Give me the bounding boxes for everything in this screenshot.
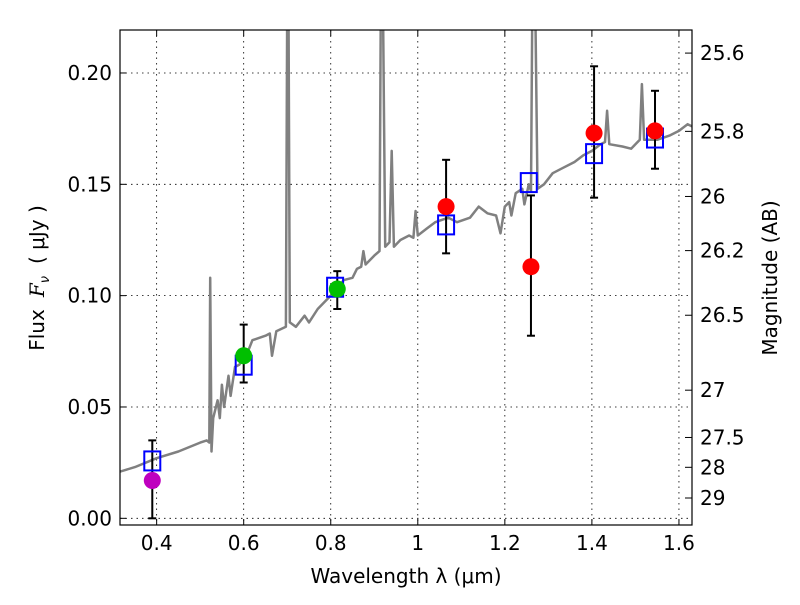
y2-tick-label: 26 [700,184,725,208]
observed-flux-point-nir [585,124,603,142]
y2-tick-label: 27.5 [700,425,745,449]
y-tick-label: 0.00 [67,506,112,530]
x-tick-label: 0.4 [141,531,173,555]
model-photometry-square [585,143,604,165]
y-tick-label: 0.15 [67,172,112,196]
y2-tick-label: 26.2 [700,239,745,263]
y-label-nu: ν [38,276,53,283]
y-label-F: F [25,282,49,298]
y-label-flux: Flux [25,309,49,351]
y2-tick-label: 27 [700,378,725,402]
y2-tick-label: 25.6 [700,41,745,65]
observed-flux-point-nir [437,198,455,216]
svg-text:FluxFν( μJy ): Flux Fν ( μJy ) [25,205,53,351]
y2-tick-label: 25.8 [700,119,745,143]
y2-tick-label: 26.5 [700,303,745,327]
observed-flux-point-uv [143,471,161,489]
x-tick-label: 1.6 [663,531,695,555]
x-tick-label: 1.2 [489,531,521,555]
observed-flux-point-optical [235,347,253,365]
ticks: 0.4 0.6 0.8 1 1.2 1.4 1.6 0.00 0.05 0.10 0.15 0.20 2… [67,30,745,555]
model-photometry-square [519,172,538,194]
x-tick-label: 1 [411,531,424,555]
model-spectrum-line [120,30,692,473]
x-tick-label: 1.4 [576,531,608,555]
y-label-unit: ( μJy ) [25,205,49,264]
y2-axis-label: Magnitude (AB) [758,200,782,355]
x-axis-label: Wavelength λ (μm) [310,564,501,588]
axes-frame [119,29,693,526]
model-photometry-square [437,214,456,236]
observed-flux-point-nir [646,122,664,140]
observed-flux-point-optical [328,280,346,298]
y2-tick-label: 29 [700,486,725,510]
y-tick-label: 0.05 [67,395,112,419]
y-tick-label: 0.20 [67,61,112,85]
y-tick-label: 0.10 [67,284,112,308]
x-tick-label: 0.8 [315,531,347,555]
y-axis-label: Flux Fν ( μJy ) [25,205,53,351]
y2-tick-label: 28 [700,455,725,479]
x-tick-label: 0.6 [228,531,260,555]
grid [120,30,692,525]
observed-flux-point-nir [522,258,540,276]
plot-area [120,30,692,520]
model-photometry-square [143,450,162,472]
